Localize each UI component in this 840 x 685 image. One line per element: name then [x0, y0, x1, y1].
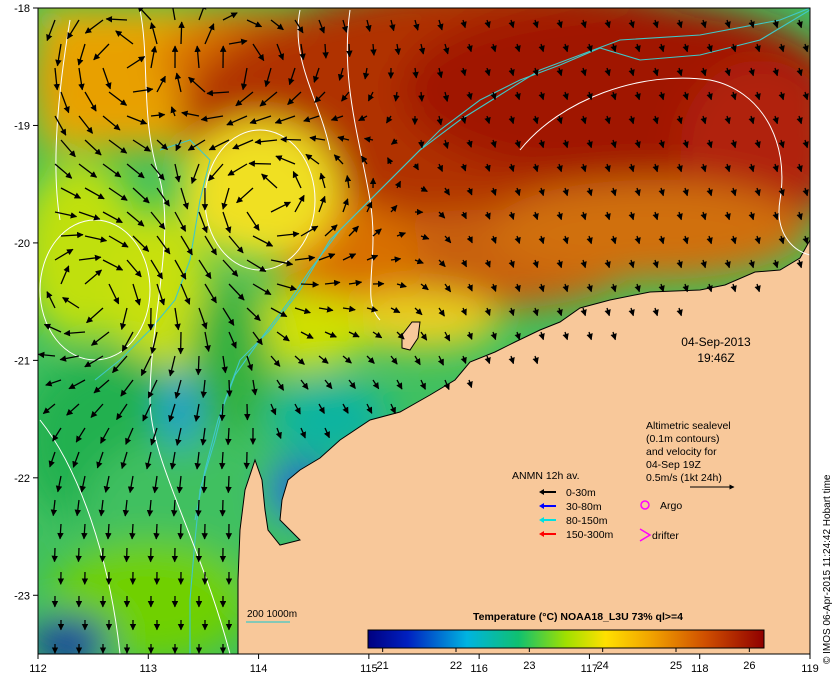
svg-text:Temperature (°C) NOAA18_L3U 73: Temperature (°C) NOAA18_L3U 73% ql>=4: [473, 611, 683, 623]
velocity-arrow: [78, 548, 79, 562]
colorbar-tick-label: 24: [597, 660, 609, 672]
y-tick-label: -19: [14, 120, 30, 132]
velocity-arrow: [349, 44, 350, 57]
y-tick-label: -21: [14, 355, 30, 367]
velocity-arrow: [281, 139, 301, 140]
y-tick-label: -23: [14, 590, 30, 602]
svg-text:04-Sep 19Z: 04-Sep 19Z: [646, 459, 701, 471]
velocity-arrow: [301, 284, 318, 285]
svg-text:Argo: Argo: [660, 500, 682, 512]
colorbar-tick-label: 22: [450, 660, 462, 672]
y-tick-label: -20: [14, 238, 30, 250]
svg-text:and velocity for: and velocity for: [646, 446, 717, 458]
velocity-arrow: [228, 476, 229, 493]
y-tick-label: -22: [14, 473, 30, 485]
colorbar-tick-label: 26: [743, 660, 755, 672]
time-label: 19:46Z: [697, 351, 734, 365]
anmn-legend-label: 30-80m: [566, 501, 602, 513]
velocity-arrow: [156, 524, 157, 539]
x-tick-label: 114: [250, 663, 268, 675]
colorbar-tick-label: 21: [377, 660, 389, 672]
svg-text:Altimetric sealevel: Altimetric sealevel: [646, 420, 731, 432]
svg-text:(0.1m contours): (0.1m contours): [646, 433, 720, 445]
velocity-arrow: [249, 163, 271, 164]
credit-text: © IMOS 06-Apr-2015 11:24:42 Hobart time: [822, 474, 833, 664]
x-tick-label: 116: [470, 663, 488, 675]
x-tick-label: 113: [140, 663, 158, 675]
velocity-arrow: [180, 524, 181, 539]
velocity-arrow: [181, 22, 182, 44]
colorbar-gradient: [368, 630, 764, 648]
svg-text:0.5m/s (1kt 24h): 0.5m/s (1kt 24h): [646, 472, 722, 484]
anmn-legend-label: 150-300m: [566, 529, 614, 541]
velocity-arrow: [198, 356, 199, 375]
velocity-arrow: [198, 500, 199, 516]
x-tick-label: 115: [360, 663, 378, 675]
velocity-arrow: [229, 380, 230, 396]
anmn-legend-label: 80-150m: [566, 515, 608, 527]
y-axis-ticks: -18 -19 -20 -21 -22 -23: [14, 3, 38, 602]
date-label: 04-Sep-2013: [681, 335, 751, 349]
x-tick-label: 118: [691, 663, 709, 675]
x-tick-label: 119: [801, 663, 819, 675]
svg-text:drifter: drifter: [652, 530, 679, 542]
velocity-arrow: [102, 548, 103, 562]
y-tick-label: -18: [14, 3, 30, 15]
x-tick-label: 112: [29, 663, 47, 675]
colorbar-tick-label: 23: [523, 660, 535, 672]
svg-text:ANMN 12h av.: ANMN 12h av.: [512, 470, 580, 482]
svg-text:200 1000m: 200 1000m: [247, 609, 297, 620]
anmn-legend-label: 0-30m: [566, 487, 596, 499]
colorbar-tick-label: 25: [670, 660, 682, 672]
